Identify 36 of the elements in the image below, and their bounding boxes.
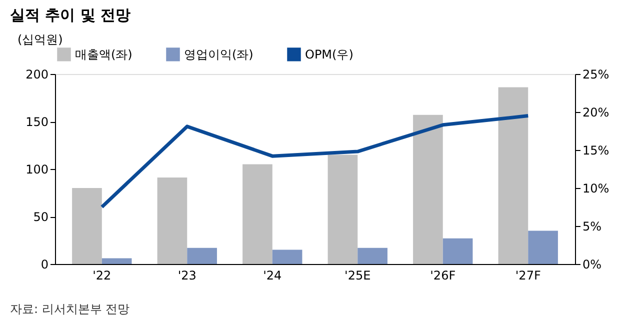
x-tick-label: '26F bbox=[430, 268, 456, 282]
x-tick-label: '22 bbox=[92, 268, 112, 282]
bar bbox=[413, 114, 443, 264]
legend-label: 영업이익(좌) bbox=[184, 47, 254, 62]
y-tick-label: 50 bbox=[33, 210, 48, 224]
bar bbox=[272, 250, 302, 264]
bar bbox=[328, 154, 358, 264]
y2-tick-label: 20% bbox=[582, 106, 610, 120]
bar bbox=[358, 248, 388, 264]
legend-label: 매출액(좌) bbox=[75, 47, 132, 62]
y2-tick-label: 5% bbox=[582, 220, 602, 234]
text: 자료: 리서치본부 전망 bbox=[10, 302, 130, 316]
y-axis-title: (십억원) bbox=[18, 32, 63, 46]
x-tick-label: '25E bbox=[344, 268, 371, 282]
y2-tick-label: 0% bbox=[582, 258, 602, 272]
bar bbox=[157, 178, 188, 264]
bar bbox=[442, 238, 473, 264]
bar bbox=[528, 230, 558, 264]
y-tick-label: 150 bbox=[26, 115, 48, 129]
legend-label: OPM(우) bbox=[305, 47, 354, 62]
bar bbox=[242, 164, 272, 264]
x-tick-label: '23 bbox=[178, 268, 196, 282]
x-tick-label: '24 bbox=[263, 268, 282, 282]
y-tick-label: 100 bbox=[26, 162, 48, 176]
bar bbox=[72, 188, 102, 264]
y-tick-label: 0 bbox=[40, 258, 48, 272]
bar bbox=[102, 258, 132, 264]
y2-tick-label: 15% bbox=[582, 144, 610, 158]
y-tick-label: 200 bbox=[26, 68, 48, 82]
y2-tick-label: 10% bbox=[582, 182, 610, 196]
line-series bbox=[100, 114, 530, 209]
chart-title: 실적 추이 및 전망 bbox=[10, 6, 131, 24]
y2-tick-label: 25% bbox=[582, 68, 610, 82]
x-tick-label: '27F bbox=[515, 268, 541, 282]
bar bbox=[498, 87, 528, 264]
bar bbox=[187, 248, 217, 264]
